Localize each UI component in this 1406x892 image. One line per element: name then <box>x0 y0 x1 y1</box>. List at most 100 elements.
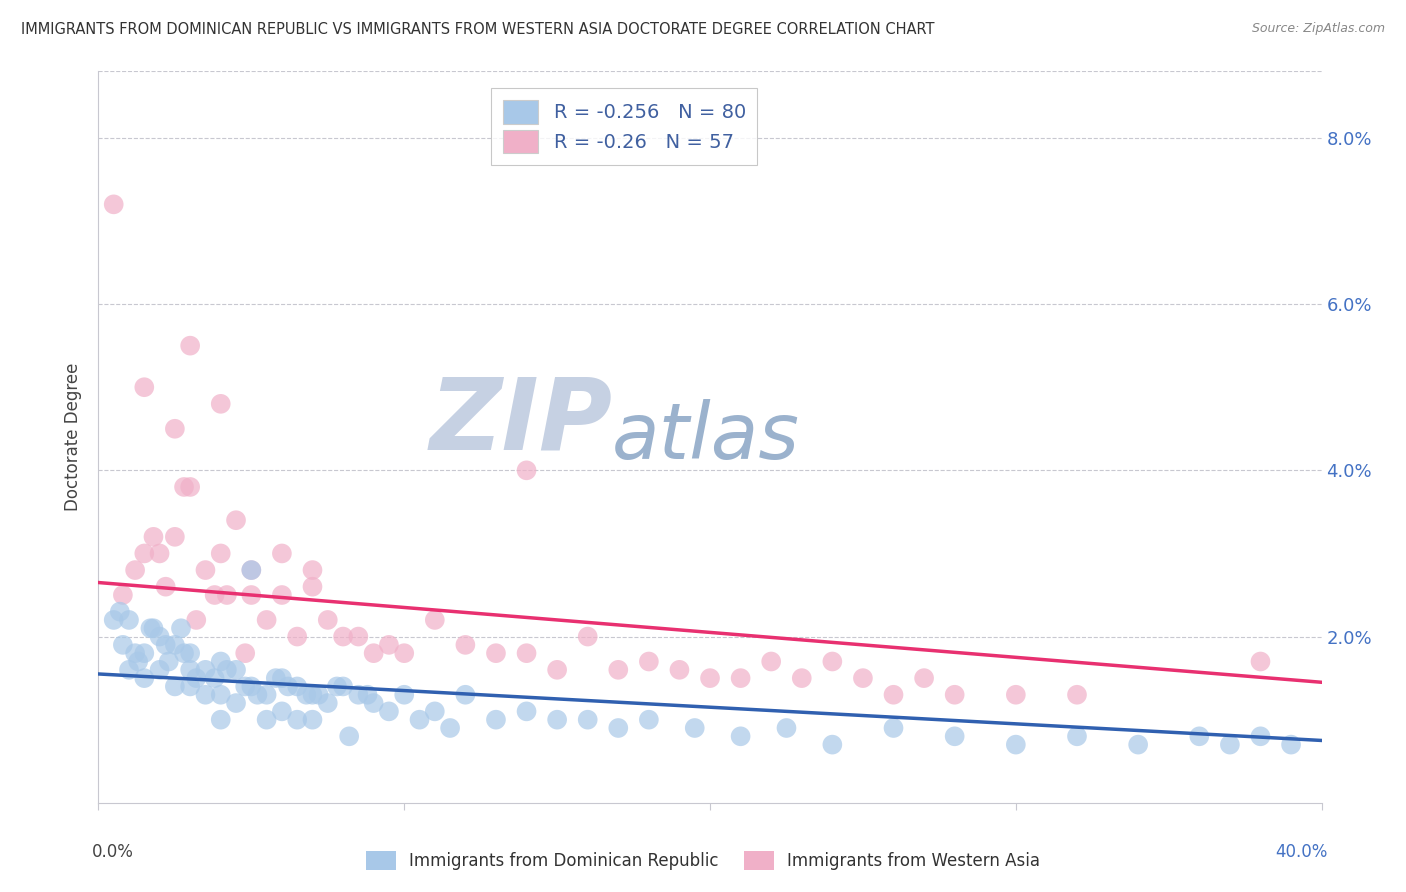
Point <box>285 680 308 694</box>
Point <box>607 663 630 677</box>
Point <box>1249 655 1271 669</box>
Point <box>1219 738 1241 752</box>
Point <box>316 696 339 710</box>
Point <box>204 671 226 685</box>
Point <box>170 621 193 635</box>
Point <box>179 680 201 694</box>
Point <box>730 729 752 743</box>
Point <box>1188 729 1211 743</box>
Point <box>124 563 146 577</box>
Point <box>124 646 146 660</box>
Point <box>912 671 935 685</box>
Point <box>637 655 661 669</box>
Point <box>108 605 131 619</box>
Y-axis label: Doctorate Degree: Doctorate Degree <box>65 363 83 511</box>
Point <box>316 613 339 627</box>
Point <box>668 663 690 677</box>
Point <box>194 563 217 577</box>
Point <box>759 655 782 669</box>
Point <box>194 663 217 677</box>
Point <box>1004 738 1026 752</box>
Point <box>139 621 162 635</box>
Point <box>699 671 721 685</box>
Point <box>1279 738 1302 752</box>
Point <box>240 588 263 602</box>
Point <box>256 688 278 702</box>
Point <box>546 713 568 727</box>
Point <box>270 705 292 719</box>
Point <box>103 613 125 627</box>
Point <box>118 663 141 677</box>
Point <box>194 688 217 702</box>
Point <box>790 671 813 685</box>
Point <box>1249 729 1271 743</box>
Point <box>134 646 156 660</box>
Point <box>883 721 905 735</box>
Point <box>209 397 232 411</box>
Point <box>240 680 263 694</box>
Text: 0.0%: 0.0% <box>93 843 134 861</box>
Point <box>576 630 599 644</box>
Text: IMMIGRANTS FROM DOMINICAN REPUBLIC VS IMMIGRANTS FROM WESTERN ASIA DOCTORATE DEG: IMMIGRANTS FROM DOMINICAN REPUBLIC VS IM… <box>21 22 935 37</box>
Point <box>225 513 247 527</box>
Point <box>246 688 269 702</box>
Point <box>149 546 172 560</box>
Point <box>337 729 360 743</box>
Point <box>378 705 401 719</box>
Point <box>285 630 308 644</box>
Point <box>392 688 416 702</box>
Point <box>285 713 308 727</box>
Point <box>943 688 966 702</box>
Point <box>270 546 292 560</box>
Point <box>264 671 287 685</box>
Point <box>516 646 538 660</box>
Point <box>270 588 292 602</box>
Point <box>821 655 844 669</box>
Point <box>295 688 318 702</box>
Point <box>637 713 661 727</box>
Point <box>270 671 292 685</box>
Point <box>363 646 385 660</box>
Point <box>378 638 401 652</box>
Point <box>179 480 201 494</box>
Point <box>173 480 195 494</box>
Point <box>576 713 599 727</box>
Point <box>209 713 232 727</box>
Legend: Immigrants from Dominican Republic, Immigrants from Western Asia: Immigrants from Dominican Republic, Immi… <box>360 844 1046 877</box>
Point <box>134 671 156 685</box>
Point <box>179 338 201 352</box>
Text: 40.0%: 40.0% <box>1275 843 1327 861</box>
Point <box>883 688 905 702</box>
Point <box>439 721 461 735</box>
Point <box>173 646 195 660</box>
Point <box>943 729 966 743</box>
Point <box>516 705 538 719</box>
Point <box>332 680 354 694</box>
Point <box>215 588 238 602</box>
Point <box>356 688 378 702</box>
Point <box>301 563 323 577</box>
Point <box>163 638 186 652</box>
Point <box>149 663 172 677</box>
Point <box>1004 688 1026 702</box>
Legend: R = -0.256   N = 80, R = -0.26   N = 57: R = -0.256 N = 80, R = -0.26 N = 57 <box>491 88 758 165</box>
Point <box>347 630 370 644</box>
Point <box>225 696 247 710</box>
Point <box>134 380 156 394</box>
Point <box>301 713 323 727</box>
Point <box>204 588 226 602</box>
Point <box>163 680 186 694</box>
Point <box>256 713 278 727</box>
Point <box>225 663 247 677</box>
Point <box>111 588 134 602</box>
Point <box>347 688 370 702</box>
Point <box>821 738 844 752</box>
Point <box>546 663 568 677</box>
Point <box>852 671 875 685</box>
Point <box>363 696 385 710</box>
Point <box>392 646 416 660</box>
Point <box>149 630 172 644</box>
Point <box>775 721 797 735</box>
Point <box>1128 738 1150 752</box>
Point <box>730 671 752 685</box>
